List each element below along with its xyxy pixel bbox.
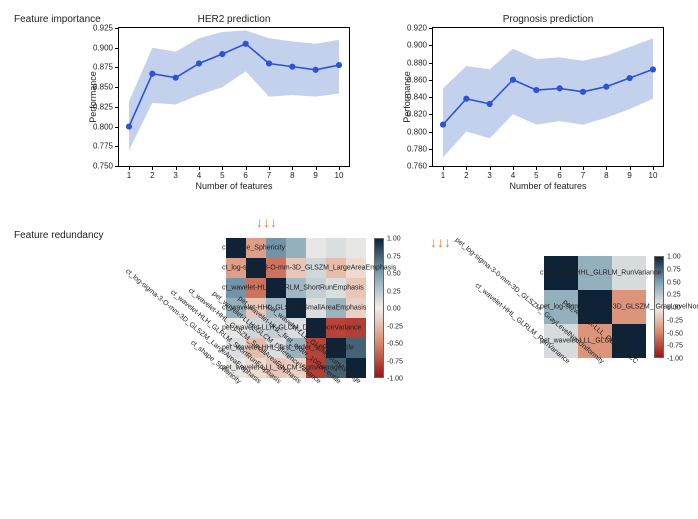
ytick: 0.850	[75, 83, 113, 92]
xtick: 5	[534, 171, 538, 180]
heatmap-row-label: ct_shape_Sphericity	[222, 245, 226, 252]
xtick: 4	[197, 171, 201, 180]
her2-xlabel: Number of features	[118, 181, 350, 191]
prog-title: Prognosis prediction	[432, 14, 664, 25]
xtick: 9	[627, 171, 631, 180]
xtick: 9	[313, 171, 317, 180]
colorbar-tick: -0.25	[387, 323, 403, 330]
ytick: 0.775	[75, 142, 113, 151]
her2-title: HER2 prediction	[118, 14, 350, 25]
ytick: 0.800	[75, 122, 113, 131]
xtick: 6	[557, 171, 561, 180]
colorbar-tick: 0.50	[387, 271, 401, 278]
prognosis-chart: Prognosis prediction Performance 0.7600.…	[432, 14, 664, 191]
xtick: 7	[267, 171, 271, 180]
colorbar-tick: -0.25	[667, 317, 683, 324]
arrows-left: ↓↓↓	[256, 214, 277, 230]
heatmap-cell	[326, 238, 346, 258]
heatmap-cell	[286, 238, 306, 258]
arrows-right: ↓↓↓	[430, 234, 451, 250]
xtick: 4	[511, 171, 515, 180]
colorbar-tick: 0.50	[667, 279, 681, 286]
colorbar-tick: 0.75	[667, 266, 681, 273]
xtick: 1	[441, 171, 445, 180]
heatmap-row-label: ct_log-sigma-3-O-mm-3D_GLSZM_LargeAreaEm…	[222, 265, 226, 272]
xtick: 2	[464, 171, 468, 180]
colorbar-tick: 1.00	[387, 236, 401, 243]
colorbar-tick: 0.00	[387, 306, 401, 313]
colorbar-tick: 0.25	[387, 288, 401, 295]
xtick: 6	[243, 171, 247, 180]
ytick: 0.750	[75, 162, 113, 171]
prog-xlabel: Number of features	[432, 181, 664, 191]
heatmap-cell	[346, 238, 366, 258]
xtick: 8	[290, 171, 294, 180]
prognosis-heatmap: -1.00-0.75-0.50-0.250.000.250.500.751.00…	[544, 256, 646, 358]
ytick: 0.840	[389, 93, 427, 102]
colorbar-tick: -0.75	[667, 343, 683, 350]
ytick: 0.800	[389, 127, 427, 136]
colorbar-tick: -0.50	[387, 341, 403, 348]
heatmap-row-label: ct_wavelet-HHL_GLRLM_RunVariance	[540, 270, 544, 277]
her2-heatmap: -1.00-0.75-0.50-0.250.000.250.500.751.00…	[226, 238, 366, 378]
ytick: 0.860	[389, 75, 427, 84]
xtick: 8	[604, 171, 608, 180]
heatmap-row-label: ct_wavelet-HLH_GLRLM_ShortRunEmphasis	[222, 285, 226, 292]
colorbar-tick: 0.75	[387, 253, 401, 260]
colorbar-tick: -1.00	[667, 356, 683, 363]
ytick: 0.780	[389, 144, 427, 153]
ytick: 0.900	[389, 41, 427, 50]
ytick: 0.760	[389, 162, 427, 171]
colorbar-tick: 1.00	[667, 254, 681, 261]
heatmap-cell	[306, 238, 326, 258]
label-feature-redundancy: Feature redundancy	[14, 230, 104, 241]
xtick: 5	[220, 171, 224, 180]
colorbar-tick: -1.00	[387, 376, 403, 383]
ytick: 0.925	[75, 24, 113, 33]
xtick: 3	[487, 171, 491, 180]
ytick: 0.920	[389, 24, 427, 33]
ytick: 0.875	[75, 63, 113, 72]
ytick: 0.880	[389, 58, 427, 67]
xtick: 10	[649, 171, 658, 180]
colorbar-tick: 0.25	[667, 292, 681, 299]
xtick: 3	[173, 171, 177, 180]
ytick: 0.900	[75, 43, 113, 52]
ytick: 0.820	[389, 110, 427, 119]
xtick: 10	[335, 171, 344, 180]
her2-chart: HER2 prediction Performance 0.7500.7750.…	[118, 14, 350, 191]
colorbar-tick: -0.50	[667, 330, 683, 337]
xtick: 1	[127, 171, 131, 180]
xtick: 7	[581, 171, 585, 180]
her2-ylabel: Performance	[88, 71, 98, 123]
colorbar-tick: -0.75	[387, 358, 403, 365]
ytick: 0.825	[75, 102, 113, 111]
xtick: 2	[150, 171, 154, 180]
